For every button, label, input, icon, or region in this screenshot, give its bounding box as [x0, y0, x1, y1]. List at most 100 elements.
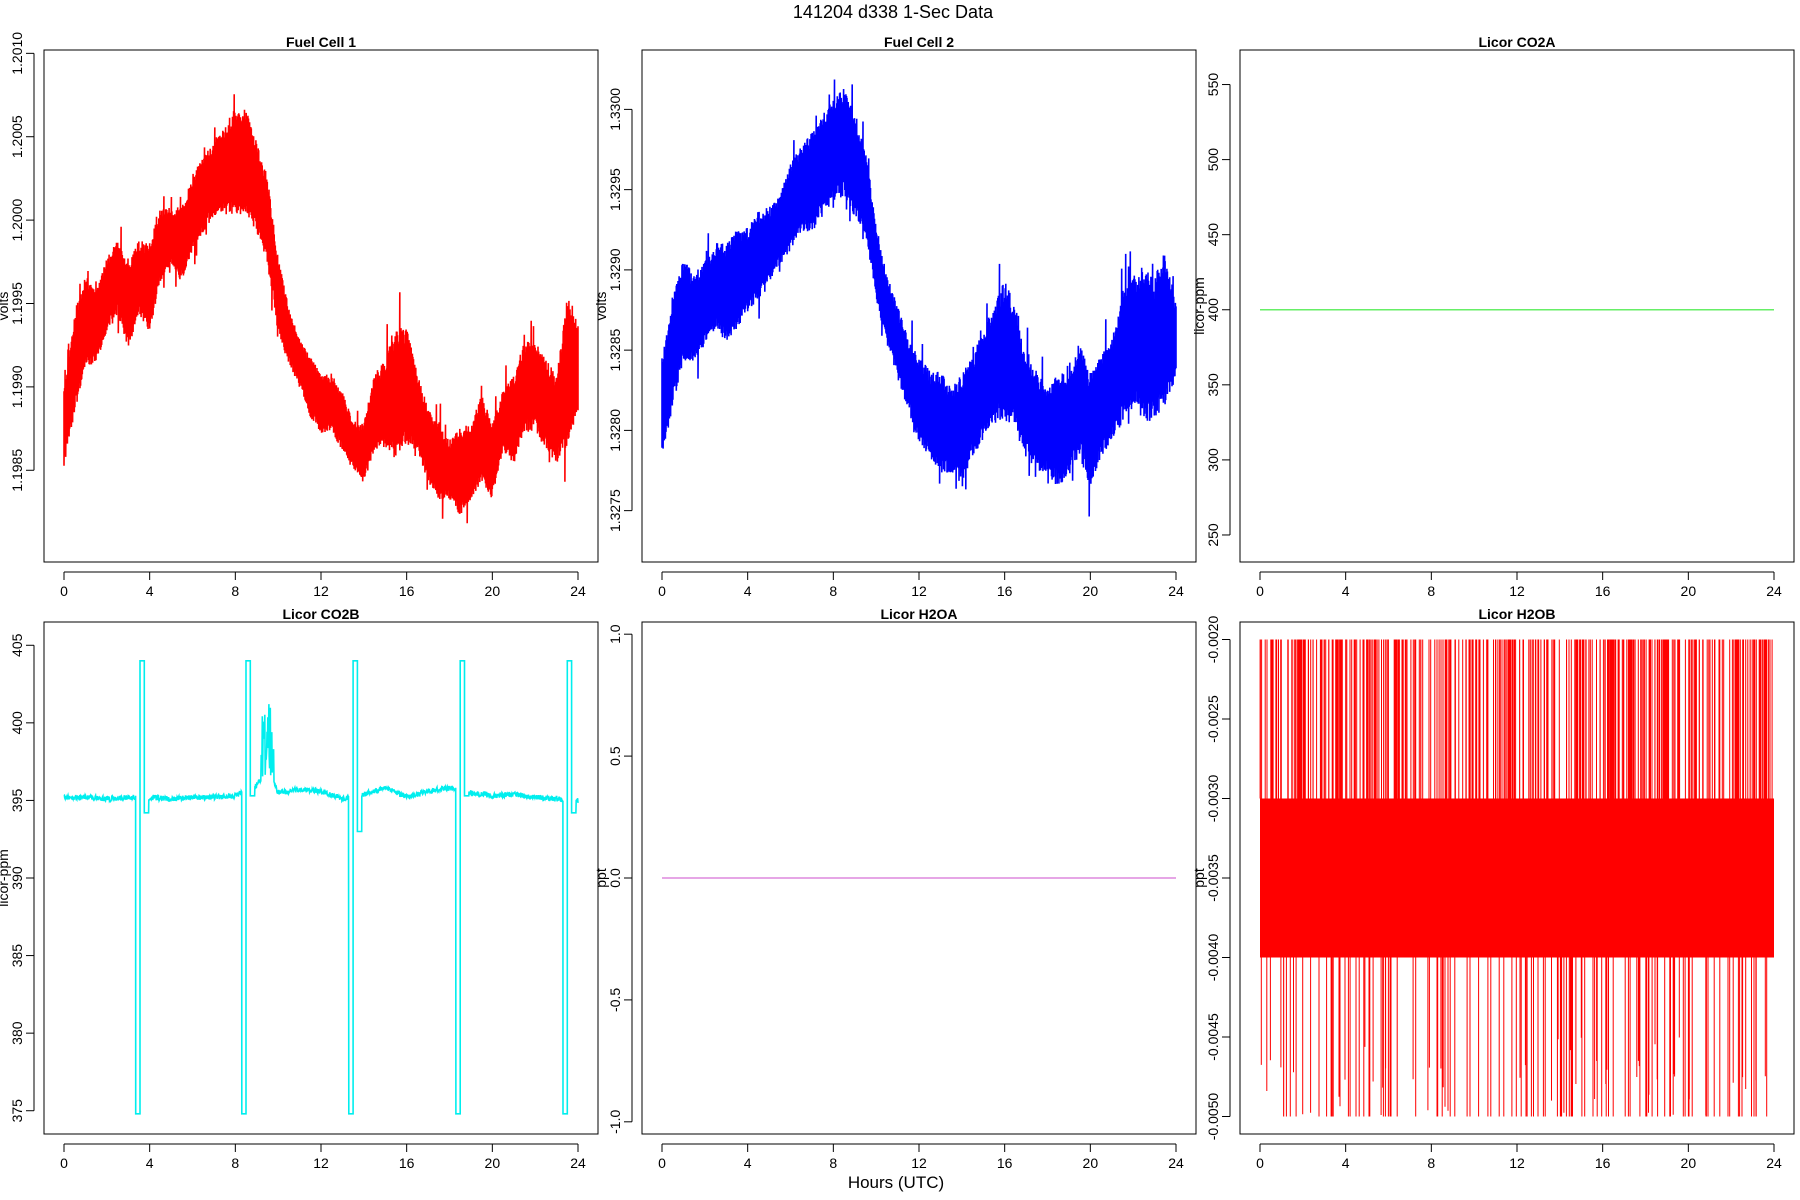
- panel-title: Fuel Cell 2: [884, 34, 954, 50]
- y-axis: -0.0050 -0.0045 -0.0040 -0.0035 -0.0030 -0.00…: [1205, 616, 1231, 1141]
- x-axis: 0 4 8 12 16 20 24: [60, 571, 586, 599]
- y-axis-label: licor-ppm: [1191, 277, 1207, 335]
- y-axis: 1.1985 1.1990 1.1995 1.2000 1.2005 1.2010: [9, 32, 35, 492]
- plot-frame: [641, 49, 1197, 563]
- y-axis-label: ppt: [1191, 868, 1207, 888]
- plot-frame: [43, 49, 599, 563]
- y-tick-label: 0.0: [607, 868, 623, 888]
- y-tick-label: 1.3285: [607, 329, 623, 372]
- x-tick-label: 0: [60, 1155, 68, 1171]
- y-axis-label: ppt: [593, 868, 609, 888]
- x-tick-label: 20: [1681, 583, 1697, 599]
- y-tick-label: 450: [1205, 223, 1221, 247]
- x-tick-label: 8: [231, 583, 239, 599]
- x-tick-label: 16: [997, 1155, 1013, 1171]
- plot-frame: [1239, 49, 1795, 563]
- y-tick-label: -0.5: [607, 988, 623, 1012]
- y-tick-label: -0.0040: [1205, 934, 1221, 982]
- x-axis: 0 4 8 12 16 20 24: [1256, 571, 1782, 599]
- y-tick-label: 375: [9, 1099, 25, 1123]
- x-tick-label: 24: [570, 583, 586, 599]
- y-tick-label: -0.0030: [1205, 775, 1221, 823]
- x-tick-label: 16: [1595, 583, 1611, 599]
- x-tick-label: 12: [1509, 1155, 1525, 1171]
- x-tick-label: 12: [911, 583, 927, 599]
- x-tick-label: 8: [829, 583, 837, 599]
- x-tick-label: 0: [658, 1155, 666, 1171]
- x-axis: 0 4 8 12 16 20 24: [1256, 1143, 1782, 1171]
- x-tick-label: 20: [1083, 1155, 1099, 1171]
- y-tick-label: -0.0020: [1205, 616, 1221, 664]
- y-axis-label: licor-ppm: [0, 849, 11, 907]
- y-tick-label: 1.2005: [9, 115, 25, 158]
- panel-licor-co2b: Licor CO2B 0 4 8 12 16 20 24 375 380 385 390 395 400 4…: [0, 606, 599, 1171]
- y-tick-label: 1.1985: [9, 449, 25, 492]
- panel-title: Licor CO2B: [282, 606, 359, 622]
- y-tick-label: 395: [9, 789, 25, 813]
- x-tick-label: 4: [1342, 1155, 1350, 1171]
- y-tick-label: 1.2000: [9, 198, 25, 241]
- y-tick-label: 550: [1205, 73, 1221, 97]
- x-tick-label: 0: [1256, 583, 1264, 599]
- x-tick-label: 4: [1342, 583, 1350, 599]
- x-tick-label: 8: [1427, 583, 1435, 599]
- x-tick-label: 8: [231, 1155, 239, 1171]
- data-series-1: [661, 79, 1177, 517]
- y-tick-label: 400: [9, 711, 25, 735]
- plot-area: [63, 660, 579, 1115]
- y-tick-label: 0.5: [607, 746, 623, 766]
- x-tick-label: 12: [911, 1155, 927, 1171]
- y-axis: 375 380 385 390 395 400 405: [9, 633, 35, 1123]
- x-tick-label: 0: [658, 583, 666, 599]
- x-tick-label: 20: [485, 583, 501, 599]
- x-tick-label: 16: [399, 583, 415, 599]
- y-tick-label: -0.0035: [1205, 854, 1221, 902]
- y-tick-label: 500: [1205, 148, 1221, 172]
- x-tick-label: 12: [313, 1155, 329, 1171]
- y-tick-label: 1.1995: [9, 282, 25, 325]
- panel-title: Licor H2OA: [880, 606, 957, 622]
- y-tick-label: 1.3295: [607, 168, 623, 211]
- y-tick-label: 1.3300: [607, 88, 623, 131]
- y-tick-label: 350: [1205, 373, 1221, 397]
- x-tick-label: 24: [1766, 1155, 1782, 1171]
- x-tick-label: 20: [1681, 1155, 1697, 1171]
- x-tick-label: 4: [744, 1155, 752, 1171]
- x-axis: 0 4 8 12 16 20 24: [60, 1143, 586, 1171]
- x-tick-label: 20: [1083, 583, 1099, 599]
- y-tick-label: 400: [1205, 298, 1221, 322]
- data-series-3: [63, 660, 579, 1115]
- x-tick-label: 24: [570, 1155, 586, 1171]
- y-tick-label: 1.3280: [607, 409, 623, 452]
- plot-frame: [1239, 621, 1795, 1135]
- y-tick-label: -0.0050: [1205, 1093, 1221, 1141]
- x-tick-label: 4: [744, 583, 752, 599]
- panel-title: Licor CO2A: [1478, 34, 1555, 50]
- x-tick-label: 16: [1595, 1155, 1611, 1171]
- y-tick-label: 1.3290: [607, 248, 623, 291]
- y-axis: 250 300 350 400 450 500 550: [1205, 73, 1231, 547]
- plot-area: [661, 79, 1177, 517]
- y-tick-label: -1.0: [607, 1110, 623, 1134]
- y-tick-label: -0.0025: [1205, 695, 1221, 743]
- y-tick-label: 405: [9, 633, 25, 657]
- x-tick-label: 12: [313, 583, 329, 599]
- y-tick-label: 1.3275: [607, 489, 623, 532]
- x-tick-label: 0: [60, 583, 68, 599]
- data-series-0: [63, 94, 579, 524]
- y-tick-label: 1.1990: [9, 365, 25, 408]
- panel-licor-h2oa: Licor H2OA 0 4 8 12 16 20 24 -1.0 -0.5 0.0 0.5 1.0 pp…: [593, 606, 1197, 1171]
- panel-title: Licor H2OB: [1478, 606, 1555, 622]
- x-axis: 0 4 8 12 16 20 24: [658, 1143, 1184, 1171]
- y-axis: -1.0 -0.5 0.0 0.5 1.0: [607, 624, 633, 1134]
- panel-licor-co2a: Licor CO2A 0 4 8 12 16 20 24 250 300 350 400 450 500 5…: [1191, 34, 1795, 599]
- x-tick-label: 8: [829, 1155, 837, 1171]
- x-axis: 0 4 8 12 16 20 24: [658, 571, 1184, 599]
- y-tick-label: 380: [9, 1021, 25, 1045]
- x-tick-label: 16: [997, 583, 1013, 599]
- figure-title: 141204 d338 1-Sec Data: [793, 2, 994, 22]
- x-tick-label: 24: [1766, 583, 1782, 599]
- y-tick-label: 300: [1205, 448, 1221, 472]
